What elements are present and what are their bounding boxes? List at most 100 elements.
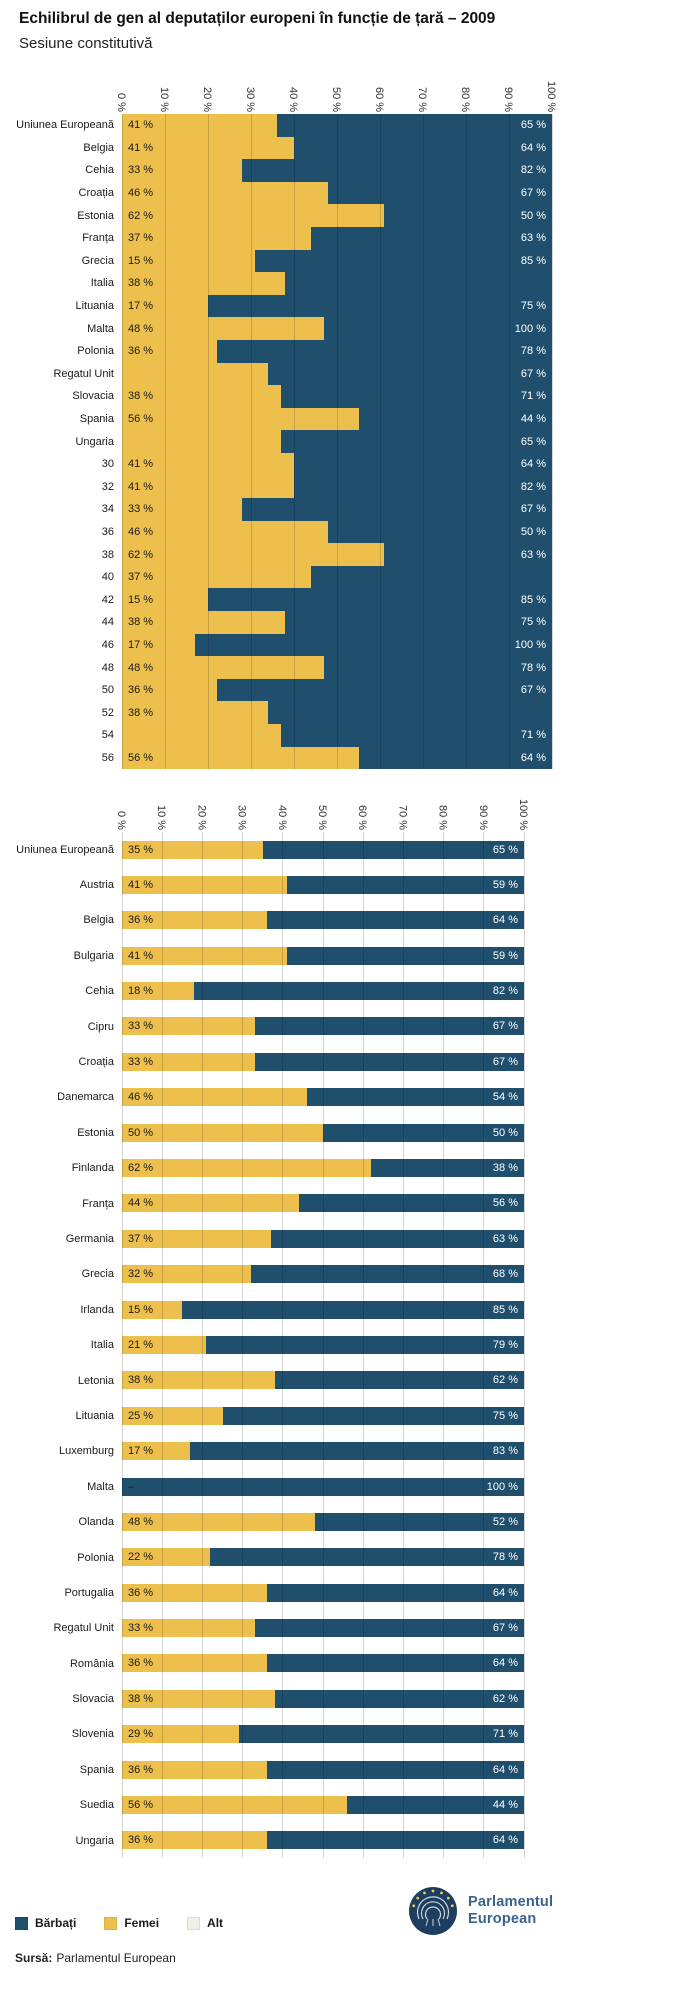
barbati-value-label: 71 % — [520, 729, 546, 742]
stacked-bar: 36 % 78 % — [122, 339, 552, 363]
axis-tick-label: 100 % — [517, 798, 529, 830]
femei-value-label: 46 % — [128, 525, 154, 538]
country-row: Grecia 15 % 85 % — [82, 249, 552, 273]
barbati-value-label: 64 % — [492, 914, 518, 927]
country-label: Luxemburg — [58, 1445, 114, 1458]
barbati-bar-segment — [281, 724, 552, 747]
country-row: Lituania 17 % 75 % — [75, 294, 552, 318]
country-label: Slovenia — [71, 1728, 114, 1741]
barbati-bar-segment — [294, 475, 552, 499]
barbati-bar-segment — [384, 204, 552, 227]
ep-logo: Parlamentul European — [408, 1886, 553, 1936]
stacked-bar: – 100 % — [122, 1477, 524, 1496]
femei-bar-segment — [122, 407, 359, 431]
country-row: Austria 41 % 59 % — [80, 867, 524, 902]
femei-bar-segment — [122, 1831, 267, 1850]
femei-bar-segment — [122, 1265, 251, 1284]
barbati-bar-segment — [216, 339, 552, 363]
country-label: Regatul Unit — [53, 367, 114, 380]
country-label: Regatul Unit — [53, 1622, 114, 1635]
stacked-bar: 48 % 52 % — [122, 1512, 524, 1531]
country-label: 44 — [101, 616, 114, 629]
barbati-bar-segment — [294, 136, 552, 160]
femei-value-label: 33 % — [128, 503, 154, 516]
stacked-bar: 35 % 65 % — [122, 840, 524, 859]
femei-value-label: 21 % — [128, 1338, 154, 1351]
barbati-value-label: 83 % — [492, 1445, 518, 1458]
barbati-value-label: 50 % — [492, 1126, 518, 1139]
barbati-bar-segment — [194, 982, 524, 1001]
country-row: Suedia 56 % 44 % — [80, 1788, 524, 1823]
country-label: 38 — [101, 548, 114, 561]
stacked-bar: 56 % 44 % — [122, 1796, 524, 1815]
barbati-bar-segment — [242, 498, 552, 521]
country-row: Luxemburg 17 % 83 % — [59, 1434, 524, 1469]
femei-bar-segment — [122, 701, 269, 725]
ep-emblem-icon — [409, 1887, 457, 1935]
axis-tick-label: 10 % — [158, 86, 170, 112]
femei-bar-segment — [122, 633, 196, 657]
femei-bar-segment — [122, 1194, 299, 1213]
femei-value-label: 22 % — [128, 1551, 154, 1564]
barbati-bar-segment — [254, 1052, 524, 1071]
femei-bar-segment — [122, 1654, 267, 1673]
stacked-bar: 56 % 44 % — [122, 407, 552, 431]
femei-value-label: 56 % — [128, 413, 154, 426]
country-row: Letonia 38 % 62 % — [78, 1363, 524, 1398]
femei-bar-segment — [122, 911, 267, 930]
femei-value-label: 62 % — [128, 1162, 154, 1175]
stacked-bar: 38 % — [122, 701, 552, 725]
barbati-bar-segment — [254, 1017, 524, 1036]
country-row: 54 71 % — [102, 724, 552, 747]
femei-bar-segment — [122, 1619, 255, 1638]
femei-bar-segment — [122, 724, 282, 747]
country-row: Regatul Unit 33 % 67 % — [53, 1611, 524, 1646]
femei-value-label: 38 % — [128, 1374, 154, 1387]
barbati-bar-segment — [208, 588, 552, 612]
stacked-bar: 36 % 64 % — [122, 911, 524, 930]
barbati-value-label: 67 % — [520, 187, 546, 200]
top-chart-axis: 0 % 10 % 20 % 30 % 40 % 50 % 60 % 70 % 80 % 90 % 1… — [115, 68, 557, 114]
country-row: 48 48 % 78 % — [102, 656, 552, 679]
femei-bar-segment — [122, 1371, 275, 1390]
stacked-bar: 67 % — [122, 362, 552, 386]
country-label: 54 — [101, 729, 114, 742]
ep-logo-line1: Parlamentul — [468, 1893, 554, 1910]
femei-value-label: 41 % — [128, 949, 154, 962]
legend-label: Alt — [207, 1916, 224, 1930]
country-label: Ungaria — [75, 435, 114, 448]
barbati-bar-segment — [195, 633, 552, 657]
stacked-bar: 15 % 85 % — [122, 1300, 524, 1319]
barbati-value-label: 78 % — [492, 1551, 518, 1564]
femei-bar-segment — [122, 611, 286, 634]
stacked-bar: 62 % 63 % — [122, 543, 552, 566]
femei-bar-segment — [122, 1442, 191, 1461]
barbati-bar-segment — [358, 746, 552, 770]
barbati-value-label: 64 % — [492, 1834, 518, 1847]
stacked-bar: 41 % 65 % — [122, 114, 552, 137]
country-row: Germania 37 % 63 % — [66, 1221, 524, 1256]
stacked-bar: 18 % 82 % — [122, 982, 524, 1001]
country-row: Regatul Unit 67 % — [53, 362, 552, 386]
stacked-bar: 33 % 67 % — [122, 1052, 524, 1071]
country-row: Italia 38 % — [91, 272, 552, 295]
barbati-bar-segment — [238, 1725, 524, 1744]
country-label: Belgia — [83, 141, 114, 154]
barbati-value-label: 44 % — [492, 1799, 518, 1812]
femei-bar-segment — [122, 1159, 372, 1178]
femei-bar-segment — [122, 226, 312, 250]
country-row: Spania 56 % 44 % — [80, 407, 552, 431]
legend: Bărbați Femei Alt — [15, 1916, 251, 1930]
stacked-bar: 29 % 71 % — [122, 1725, 524, 1744]
femei-value-label: 46 % — [128, 187, 154, 200]
femei-bar-segment — [122, 385, 282, 408]
barbati-value-label: 67 % — [520, 684, 546, 697]
femei-value-label: 15 % — [128, 1303, 154, 1316]
stacked-bar: 41 % 59 % — [122, 875, 524, 894]
femei-bar-segment — [122, 272, 286, 295]
stacked-bar: 46 % 67 % — [122, 181, 552, 205]
stacked-bar: 50 % 50 % — [122, 1123, 524, 1142]
stacked-bar: 32 % 68 % — [122, 1265, 524, 1284]
barbati-bar-segment — [298, 1194, 524, 1213]
femei-value-label: 25 % — [128, 1409, 154, 1422]
